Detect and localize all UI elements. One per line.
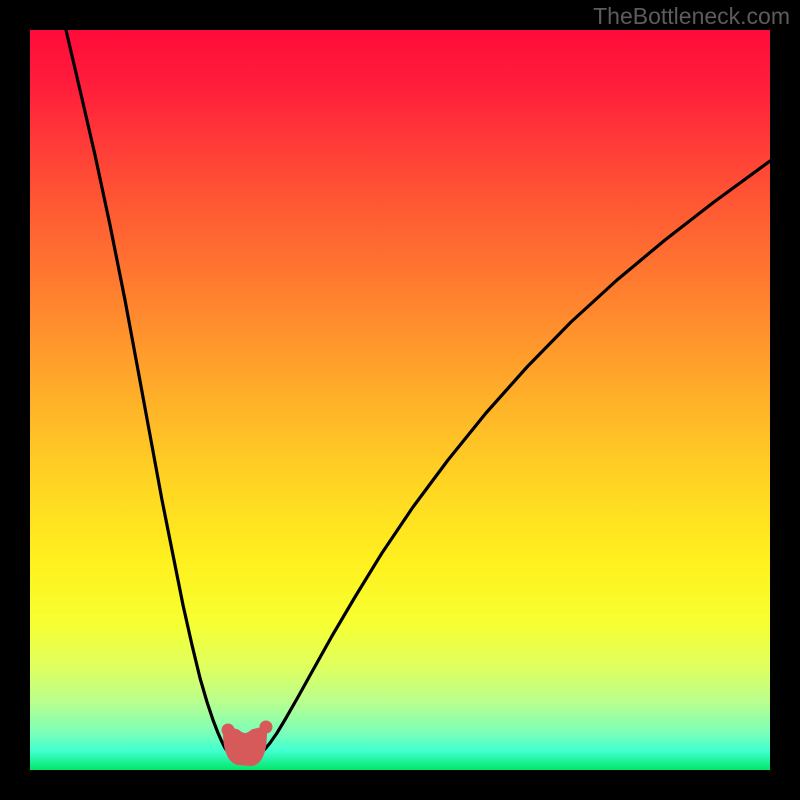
chart-svg: [0, 0, 800, 800]
curve-right: [262, 161, 770, 752]
trough-dot-left: [222, 724, 235, 737]
curve-left: [66, 30, 228, 752]
trough-dot-right: [260, 721, 273, 734]
trough-body: [228, 732, 262, 761]
watermark-text: TheBottleneck.com: [593, 3, 790, 30]
